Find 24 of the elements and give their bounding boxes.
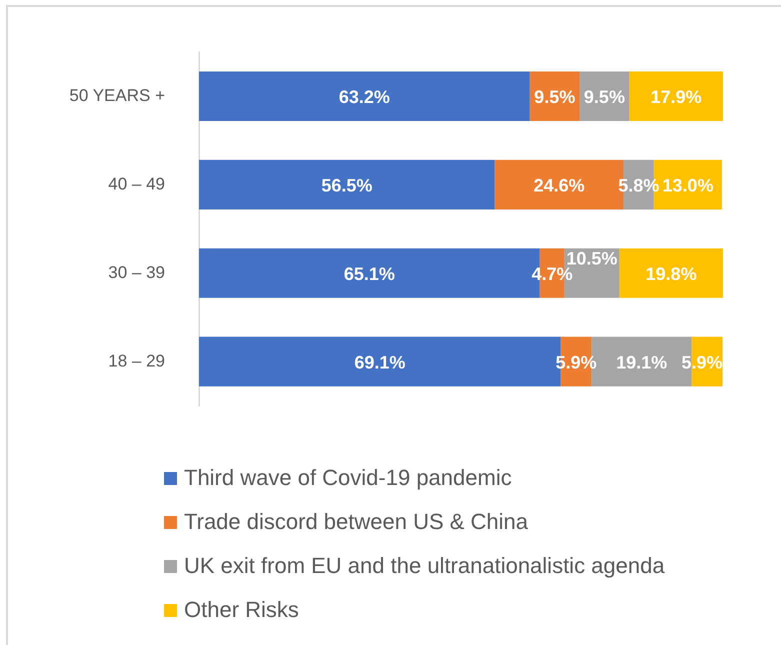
data-label: 9.5% [534,87,576,108]
legend-label: Trade discord between US & China [184,509,528,535]
y-tick-label: 18 – 29 [108,351,165,370]
data-label: 9.5% [584,87,625,108]
data-label: 10.5% [566,248,618,268]
data-label: 24.6% [534,176,585,196]
y-tick-label: 50 YEARS + [69,86,166,105]
y-tick-label: 40 – 49 [108,174,165,194]
legend-label: Other Risks [184,597,299,623]
data-label: 69.1% [354,352,406,373]
data-label: 17.9% [650,87,702,108]
legend-label: Third wave of Covid-19 pandemic [184,465,512,491]
data-label: 13.0% [662,176,714,196]
data-label: 63.2% [338,87,390,108]
legend-label: UK exit from EU and the ultranationalistic agenda [184,553,665,579]
bar [199,71,530,121]
data-label: 65.1% [344,264,395,284]
bar [199,160,495,210]
y-tick-label: 30 – 39 [108,262,165,282]
bar [629,71,723,121]
data-label: 19.8% [646,264,697,284]
data-label: 19.1% [616,352,668,373]
data-label: 56.5% [321,176,372,196]
bar [619,248,723,298]
